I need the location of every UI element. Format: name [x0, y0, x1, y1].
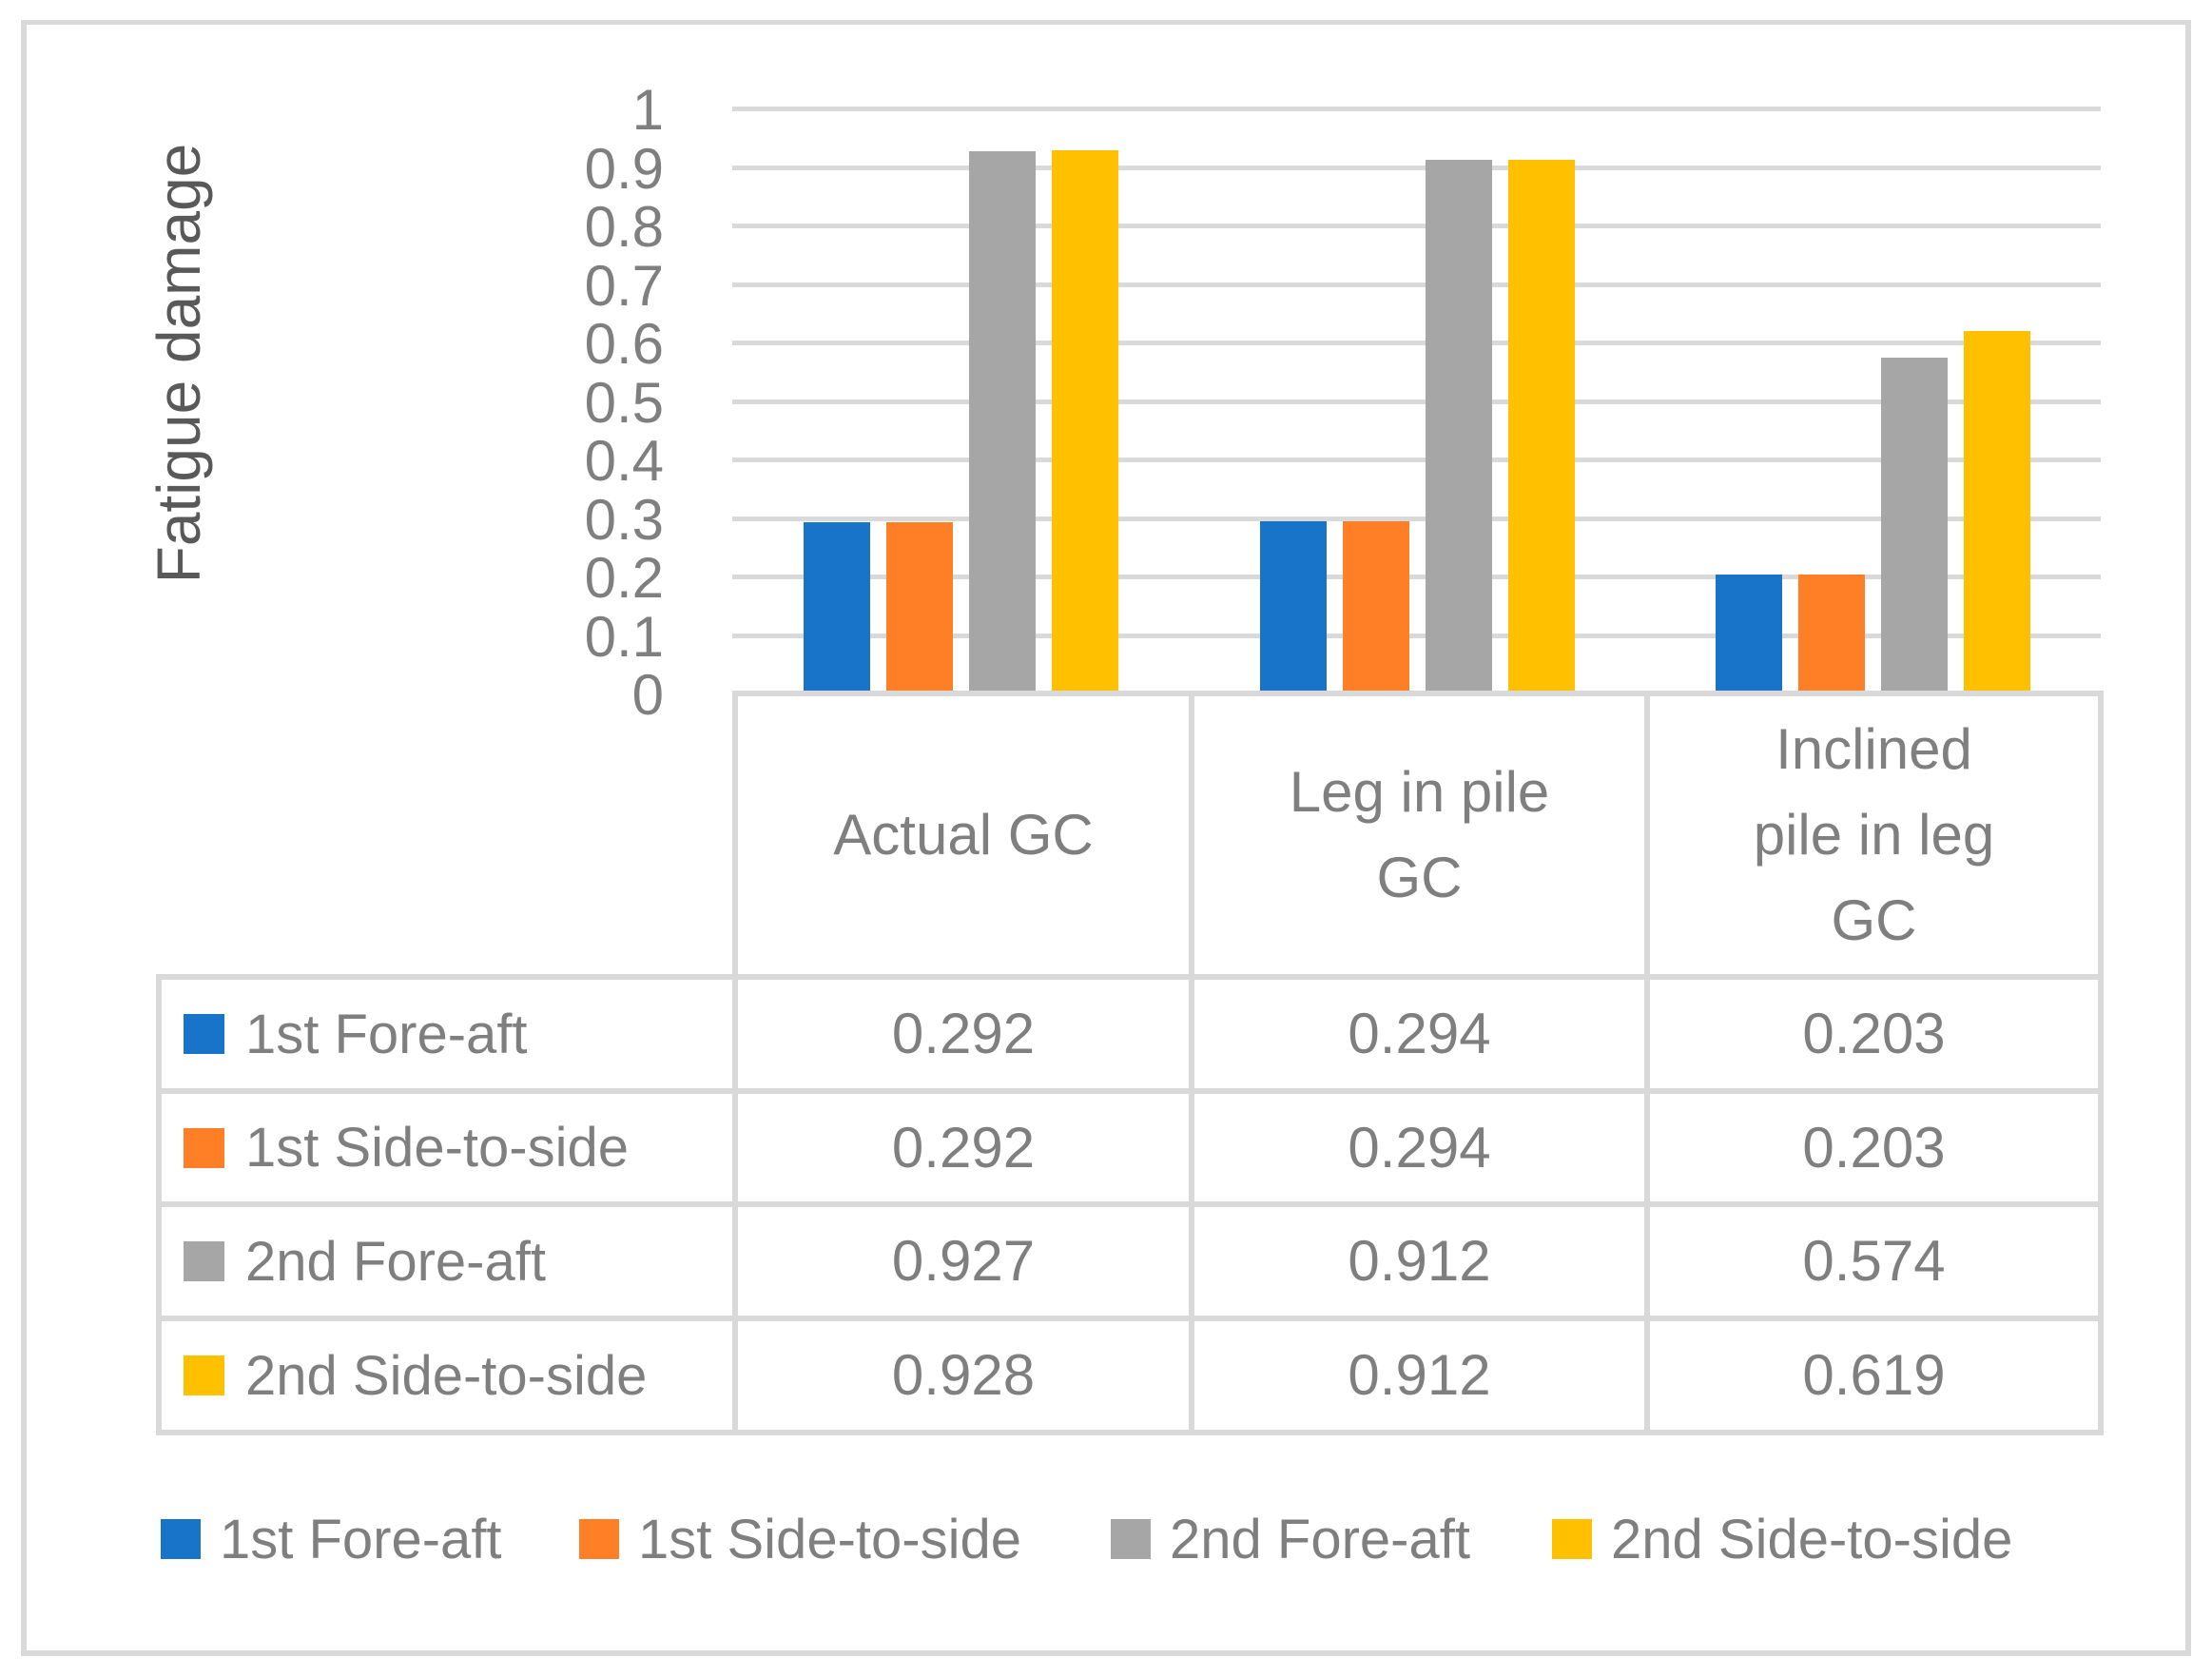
bar-1st-fore-aft[interactable]: [1259, 521, 1327, 693]
table-cell: 0.912: [1348, 1343, 1491, 1407]
legend-item[interactable]: 1st Fore-aft: [161, 1509, 502, 1570]
table-cell: 0.574: [1802, 1229, 1946, 1293]
legend-item[interactable]: 2nd Fore-aft: [1111, 1509, 1470, 1570]
table-cell: 0.619: [1802, 1343, 1946, 1407]
gridline: [732, 107, 2101, 111]
table-cell: 0.912: [1348, 1229, 1491, 1293]
row-label-text: 2nd Fore-aft: [245, 1230, 546, 1293]
bar-1st-side-to-side[interactable]: [1342, 521, 1409, 693]
legend-item[interactable]: 2nd Side-to-side: [1552, 1509, 2012, 1570]
bar-2nd-fore-aft[interactable]: [969, 150, 1036, 693]
y-tick-label: 0.6: [584, 312, 664, 376]
legend-key-icon: [184, 1127, 224, 1168]
legend-key-icon: [1552, 1519, 1592, 1559]
table-cell: 0.928: [891, 1343, 1036, 1407]
legend-label: 1st Side-to-side: [638, 1508, 1021, 1570]
gridline: [732, 516, 2101, 521]
chart-frame: [21, 20, 2191, 1656]
bar-2nd-side-to-side[interactable]: [1964, 331, 2031, 693]
y-tick-label: 0.9: [584, 136, 664, 201]
y-tick-label: 0: [631, 663, 664, 727]
table-cell: 0.292: [891, 1115, 1036, 1180]
y-tick-label: 0.8: [584, 195, 664, 259]
legend-item[interactable]: 1st Side-to-side: [579, 1509, 1021, 1570]
legend-label: 2nd Fore-aft: [1170, 1508, 1470, 1570]
table-border: [1189, 691, 1194, 1435]
table-cell: 0.294: [1348, 1115, 1491, 1180]
y-tick-label: 0.5: [584, 370, 664, 435]
column-header-line: pile in leg: [1753, 803, 1995, 867]
legend-label: 2nd Side-to-side: [1611, 1508, 2013, 1570]
table-cell: 0.927: [891, 1229, 1036, 1293]
gridline: [732, 341, 2101, 345]
row-label: 1st Fore-aft: [184, 974, 528, 1094]
y-tick-label: 0.3: [584, 487, 664, 552]
legend-key-icon: [1111, 1519, 1151, 1559]
gridline: [732, 399, 2101, 404]
column-header-line: GC: [1376, 846, 1463, 909]
bar-2nd-side-to-side[interactable]: [1052, 150, 1118, 693]
y-tick-label: 0.2: [584, 546, 664, 610]
table-border: [732, 691, 738, 1435]
table-cell: 0.294: [1348, 1002, 1491, 1065]
column-header: Leg in pile GC: [1189, 691, 1650, 980]
bar-1st-fore-aft[interactable]: [1716, 575, 1783, 693]
legend-key-icon: [161, 1519, 201, 1559]
table-border: [2098, 691, 2104, 1435]
column-header-line: Inclined: [1775, 717, 1972, 781]
table-cell: 0.292: [891, 1002, 1036, 1065]
gridline: [732, 633, 2101, 638]
row-label: 2nd Fore-aft: [184, 1201, 546, 1321]
bar-2nd-fore-aft[interactable]: [1425, 160, 1492, 693]
row-label-text: 1st Side-to-side: [245, 1117, 629, 1179]
row-label: 2nd Side-to-side: [184, 1316, 647, 1435]
row-label: 1st Side-to-side: [184, 1088, 629, 1207]
column-header-line: GC: [1831, 888, 1917, 952]
table-border: [156, 1430, 2104, 1435]
bar-1st-side-to-side[interactable]: [886, 522, 953, 693]
column-header: Actual GC: [732, 691, 1194, 980]
table-cell: 0.203: [1802, 1115, 1946, 1180]
gridline: [732, 575, 2101, 579]
legend-key-icon: [579, 1519, 619, 1559]
y-tick-label: 1: [631, 78, 664, 142]
column-header-line: Actual GC: [833, 803, 1094, 867]
row-label-text: 2nd Side-to-side: [245, 1344, 648, 1407]
table-border: [156, 1316, 2104, 1321]
gridline: [732, 458, 2101, 462]
column-header-line: Leg in pile: [1289, 760, 1550, 824]
table-border: [1644, 691, 1650, 1435]
column-header: Inclined pile in leg GC: [1644, 691, 2104, 980]
y-tick-label: 0.4: [584, 429, 664, 493]
row-label-text: 1st Fore-aft: [245, 1003, 528, 1065]
legend-key-icon: [184, 1014, 224, 1054]
table-border: [156, 1088, 2104, 1094]
y-axis-title: Fatigue damage: [145, 143, 213, 584]
legend-label: 1st Fore-aft: [220, 1508, 502, 1570]
bar-2nd-side-to-side[interactable]: [1507, 160, 1575, 693]
bar-1st-side-to-side[interactable]: [1798, 575, 1866, 693]
y-tick-label: 0.1: [584, 604, 664, 669]
gridline: [732, 224, 2101, 228]
legend-key-icon: [184, 1355, 224, 1395]
bar-2nd-fore-aft[interactable]: [1881, 357, 1949, 693]
table-border: [156, 974, 162, 1435]
table-border: [156, 1201, 2104, 1207]
y-tick-label: 0.7: [584, 253, 664, 318]
bar-1st-fore-aft[interactable]: [804, 522, 870, 693]
legend-key-icon: [184, 1241, 224, 1281]
table-border: [156, 974, 2104, 980]
gridline: [732, 282, 2101, 287]
table-cell: 0.203: [1802, 1002, 1946, 1065]
table-border: [732, 691, 2104, 696]
gridline: [732, 165, 2101, 170]
